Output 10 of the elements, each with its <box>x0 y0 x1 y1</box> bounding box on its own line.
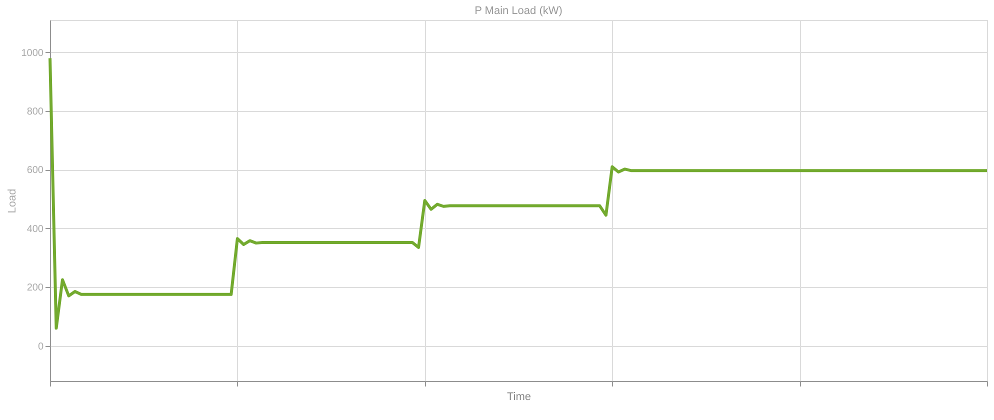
y-tick-label: 800 <box>26 106 44 118</box>
line-series <box>48 56 988 330</box>
y-tick-label: 600 <box>26 165 44 176</box>
x-axis-title: Time <box>506 391 532 403</box>
y-tick-label: 200 <box>26 282 44 294</box>
chart-title: P Main Load (kW) <box>474 5 562 17</box>
y-tick-label: 0 <box>38 341 44 352</box>
y-axis-title: Load <box>6 188 18 214</box>
y-tick-label: 400 <box>26 224 44 235</box>
y-tick-label: 1000 <box>21 48 44 59</box>
